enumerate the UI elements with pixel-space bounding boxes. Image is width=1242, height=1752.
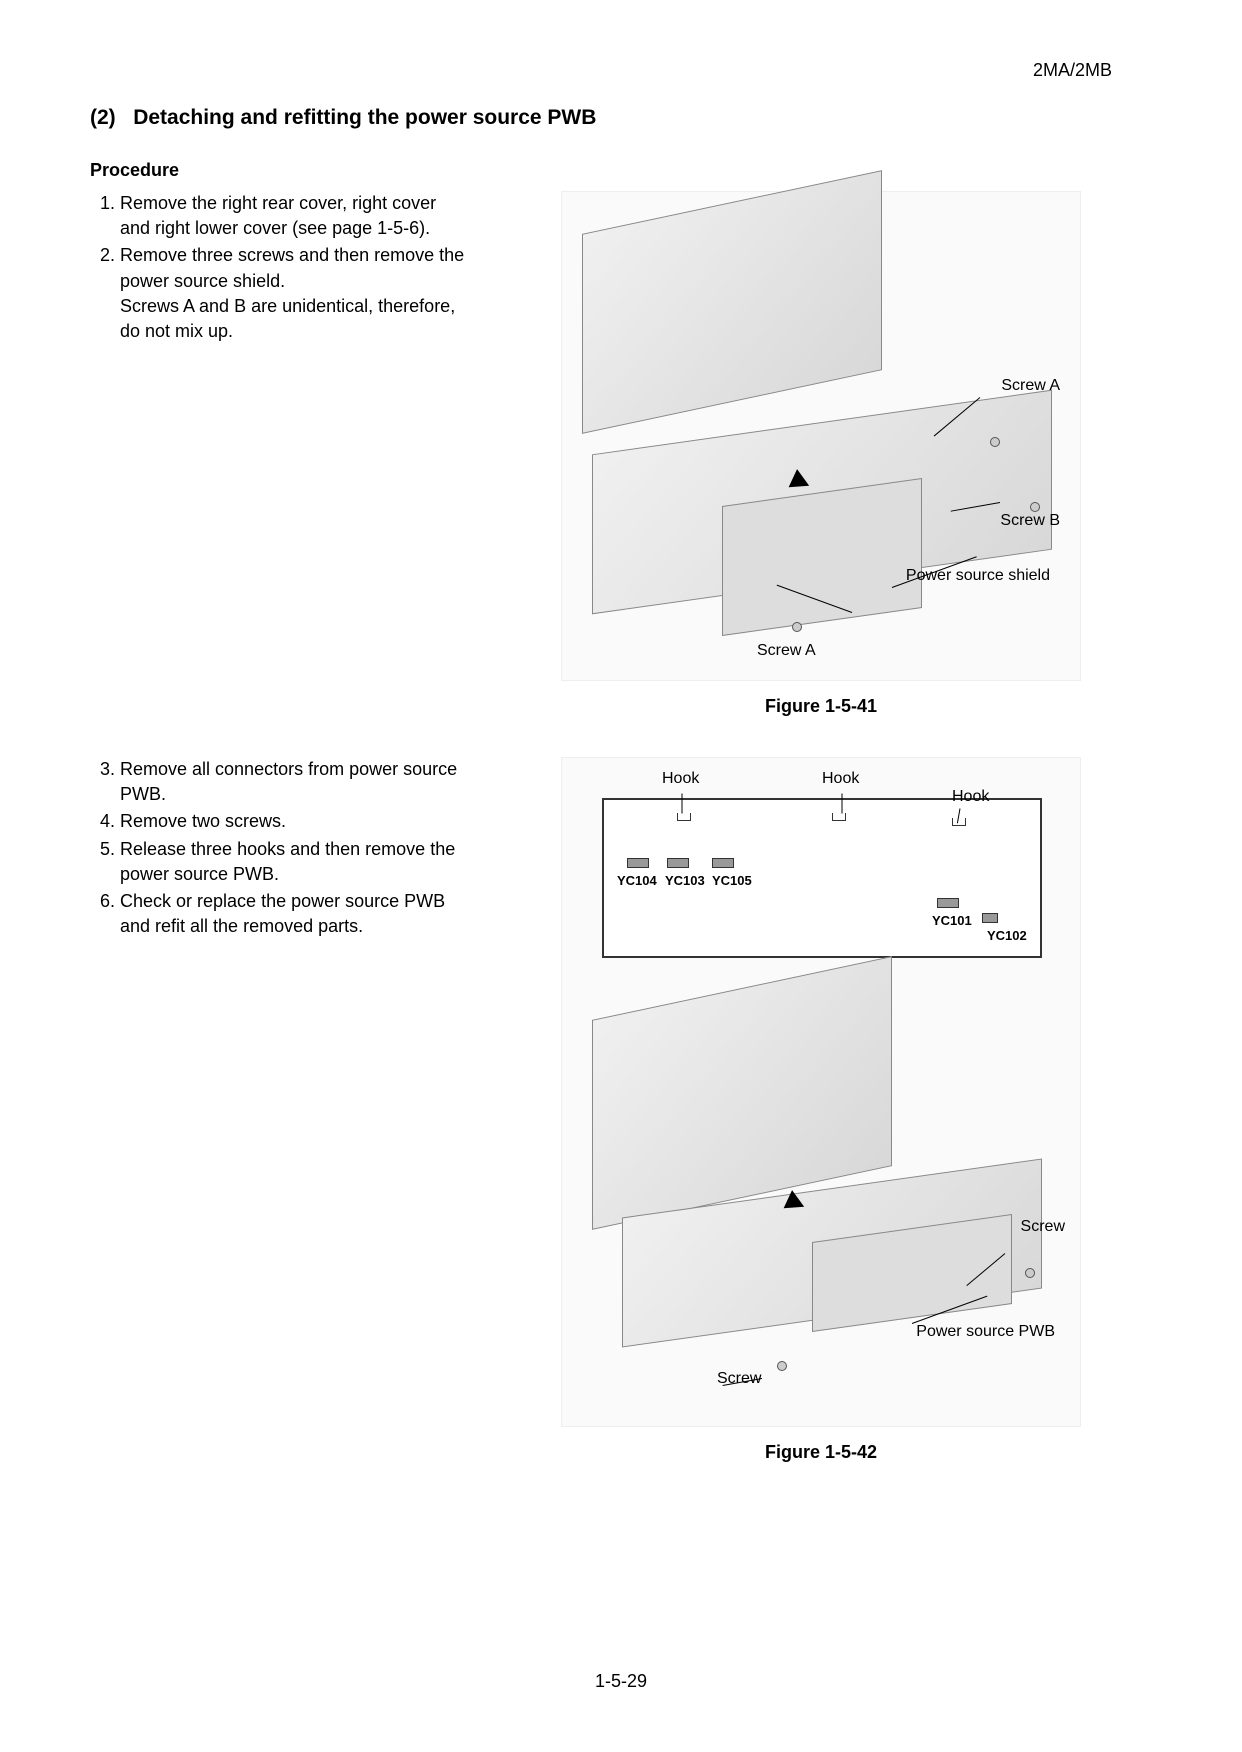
- callout-yc104: YC104: [617, 873, 657, 888]
- block-2: Remove all connectors from power source …: [90, 757, 1152, 1493]
- steps-col-b: Remove all connectors from power source …: [90, 757, 470, 1493]
- figure-2-col: Hook Hook Hook YC104 YC103 YC105 YC101 Y…: [490, 757, 1152, 1493]
- screw-bottom-dot: [777, 1361, 787, 1371]
- callout-yc103: YC103: [665, 873, 705, 888]
- screw-a-top-dot: [990, 437, 1000, 447]
- callout-hook-1: Hook: [662, 770, 699, 788]
- figure-1-5-41: Screw A Screw B Power source shield Scre…: [561, 191, 1081, 681]
- screw-a-bottom-dot: [792, 622, 802, 632]
- callout-screw-right: Screw: [1021, 1218, 1065, 1236]
- step-3: Remove all connectors from power source …: [120, 757, 470, 807]
- step-4: Remove two screws.: [120, 809, 470, 834]
- step-5: Release three hooks and then remove the …: [120, 837, 470, 887]
- callout-yc105: YC105: [712, 873, 752, 888]
- steps-list-b: Remove all connectors from power source …: [90, 757, 470, 939]
- callout-screw-a-bottom: Screw A: [757, 642, 816, 660]
- callout-hook-2: Hook: [822, 770, 859, 788]
- callout-yc101: YC101: [932, 913, 972, 928]
- figure-1-caption: Figure 1-5-41: [765, 696, 877, 717]
- screw-right-dot: [1025, 1268, 1035, 1278]
- step-1: Remove the right rear cover, right cover…: [120, 191, 470, 241]
- procedure-label: Procedure: [90, 160, 1152, 181]
- figure-2-caption: Figure 1-5-42: [765, 1442, 877, 1463]
- callout-screw-a-top: Screw A: [1001, 377, 1060, 395]
- figure-1-col: Screw A Screw B Power source shield Scre…: [490, 191, 1152, 747]
- section-title: (2) Detaching and refitting the power so…: [90, 106, 1152, 130]
- figure-1-5-42: Hook Hook Hook YC104 YC103 YC105 YC101 Y…: [561, 757, 1081, 1427]
- callout-power-shield: Power source shield: [906, 567, 1050, 585]
- callout-hook-3: Hook: [952, 788, 989, 806]
- screw-b-dot: [1030, 502, 1040, 512]
- callout-yc102: YC102: [987, 928, 1027, 943]
- section-heading: Detaching and refitting the power source…: [133, 106, 596, 129]
- callout-screw-bottom: Screw: [717, 1370, 761, 1388]
- step-6: Check or replace the power source PWB an…: [120, 889, 470, 939]
- steps-list-a: Remove the right rear cover, right cover…: [90, 191, 470, 344]
- steps-col-a: Remove the right rear cover, right cover…: [90, 191, 470, 747]
- page-number: 1-5-29: [0, 1671, 1242, 1692]
- callout-screw-b: Screw B: [1000, 512, 1060, 530]
- section-number: (2): [90, 106, 116, 129]
- block-1: Remove the right rear cover, right cover…: [90, 191, 1152, 747]
- callout-power-pwb: Power source PWB: [916, 1323, 1055, 1341]
- header-code: 2MA/2MB: [90, 60, 1152, 81]
- step-2: Remove three screws and then remove the …: [120, 243, 470, 344]
